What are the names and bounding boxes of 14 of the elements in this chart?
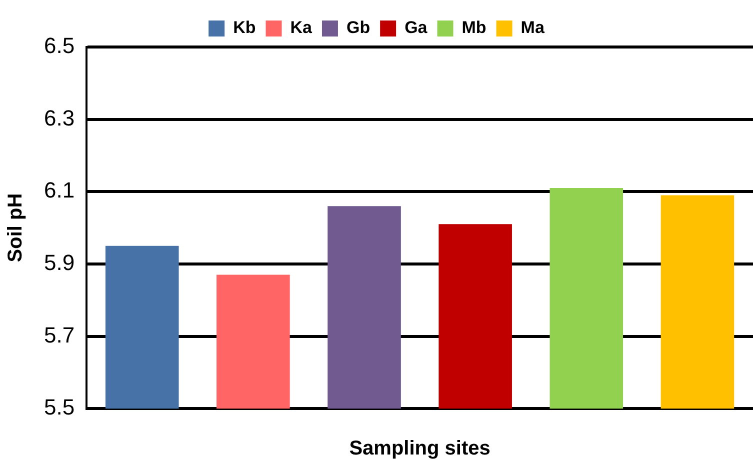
- legend-label: Gb: [346, 18, 370, 38]
- legend-label: Ma: [520, 18, 545, 38]
- y-axis-title: Soil pH: [4, 193, 27, 262]
- legend-label: Ka: [290, 18, 313, 38]
- y-tick-label: 5.9: [44, 250, 75, 276]
- legend-label: Mb: [462, 18, 486, 38]
- x-axis-title: Sampling sites: [349, 438, 490, 460]
- y-tick-label: 6.3: [44, 105, 75, 130]
- legend-label: Kb: [233, 18, 256, 38]
- y-tick-label: 6.5: [44, 33, 75, 58]
- y-tick-label: 5.7: [44, 322, 75, 348]
- y-tick-label: 5.5: [44, 394, 75, 420]
- legend-label: Ga: [404, 18, 428, 38]
- y-tick-label: 6.1: [44, 178, 75, 203]
